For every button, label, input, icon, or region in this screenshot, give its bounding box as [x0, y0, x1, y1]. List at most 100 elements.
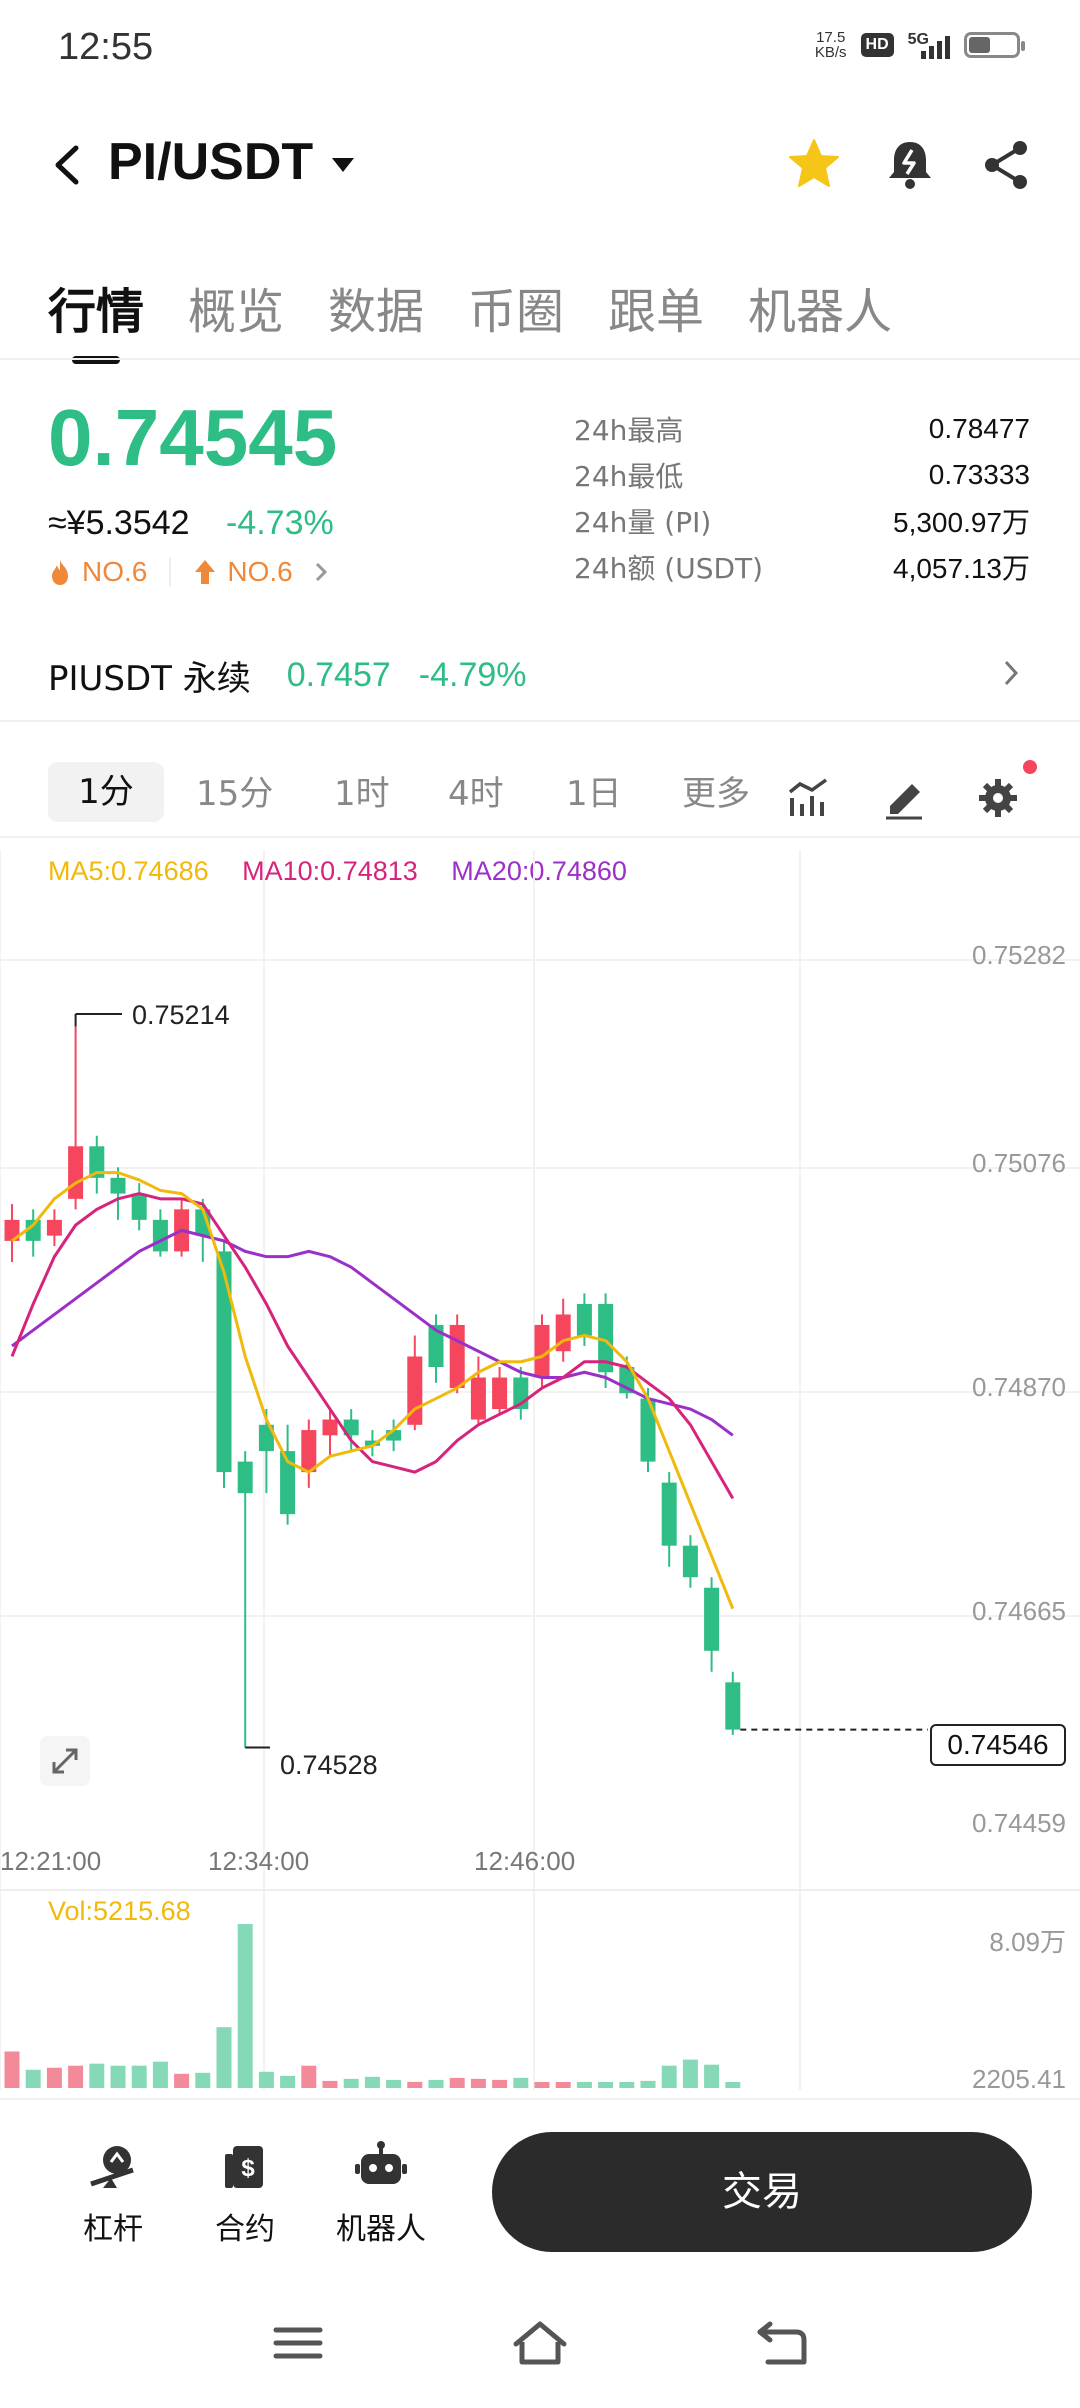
- ma20-label: MA20:0.74860: [451, 856, 627, 886]
- volume-bar: [470, 2078, 486, 2088]
- draw-tool-icon[interactable]: [882, 776, 926, 820]
- notification-dot: [1023, 760, 1037, 774]
- tab-community[interactable]: 币圈: [468, 284, 565, 340]
- perpetual-change: -4.79%: [418, 655, 527, 694]
- candle-body: [110, 1177, 126, 1194]
- time-axis-label: 12:34:00: [208, 1846, 310, 1876]
- fullscreen-expand-icon[interactable]: [40, 1736, 90, 1786]
- stat-value: 0.73333: [928, 459, 1030, 490]
- tab-overview[interactable]: 概览: [188, 284, 285, 340]
- volume-bar: [216, 2027, 232, 2088]
- home-icon[interactable]: [512, 2318, 568, 2368]
- volume-bar: [89, 2063, 105, 2088]
- volume-bar: [492, 2079, 508, 2088]
- leverage-icon: [90, 2146, 134, 2188]
- network-speed-unit: KB/s: [814, 44, 847, 61]
- robot-icon: [355, 2141, 407, 2184]
- pair-title[interactable]: PI/USDT: [108, 133, 314, 191]
- price-change: -4.73%: [226, 504, 334, 542]
- interval-1d[interactable]: 1日: [566, 774, 622, 814]
- price-axis-label: 0.75076: [972, 1148, 1066, 1178]
- fire-icon: [52, 560, 68, 585]
- divider: [0, 720, 1080, 722]
- bottom-action-bar: 杠杆 $ 合约 机器人 交易: [0, 2098, 1080, 2268]
- settings-gear-icon[interactable]: [976, 776, 1020, 820]
- active-tab-indicator: [72, 356, 120, 364]
- leverage-label: 杠杆: [83, 2212, 143, 2247]
- hot-rank: NO.6: [48, 556, 147, 588]
- rank-row[interactable]: NO.6 NO.6: [48, 556, 329, 588]
- volume-bar: [576, 2081, 592, 2088]
- ma20-line: [11, 1228, 734, 1437]
- stat-row: 24h最低 0.73333: [574, 452, 1030, 498]
- price-axis-label: 0.74870: [972, 1372, 1066, 1402]
- volume-bar: [449, 2077, 465, 2088]
- trade-button[interactable]: 交易: [492, 2132, 1032, 2252]
- status-icons: 17.5 KB/s HD 5G: [814, 30, 1025, 61]
- favorite-star-icon[interactable]: [786, 136, 842, 192]
- tab-data[interactable]: 数据: [328, 284, 425, 340]
- interval-1m[interactable]: 1分: [48, 762, 164, 822]
- chevron-right-icon: [315, 562, 327, 582]
- leverage-button[interactable]: 杠杆: [58, 2140, 168, 2248]
- candle-body: [68, 1146, 84, 1199]
- candle-body: [258, 1424, 274, 1452]
- svg-text:$: $: [241, 2155, 255, 2182]
- time-axis-label: 12:46:00: [474, 1846, 576, 1876]
- system-navigation-bar: [0, 2280, 1080, 2408]
- volume-bar: [343, 2078, 359, 2088]
- pair-dropdown-icon[interactable]: [330, 156, 356, 174]
- interval-4h[interactable]: 4时: [448, 774, 504, 814]
- share-icon[interactable]: [980, 138, 1032, 192]
- interval-more[interactable]: 更多: [682, 774, 750, 814]
- ma5-label: MA5:0.74686: [48, 856, 209, 886]
- arrow-up-icon: [195, 560, 216, 584]
- last-price: 0.74545: [48, 393, 338, 482]
- robot-button[interactable]: 机器人: [326, 2140, 436, 2248]
- candle-body: [661, 1482, 677, 1546]
- perpetual-row[interactable]: PIUSDT 永续 0.7457 -4.79%: [48, 650, 1038, 700]
- time-axis-label: 12:21:00: [0, 1846, 102, 1876]
- volume-bar: [258, 2071, 274, 2088]
- candle-body: [343, 1419, 359, 1436]
- contract-button[interactable]: $ 合约: [190, 2140, 300, 2248]
- stat-row: 24h最高 0.78477: [574, 406, 1030, 452]
- volume-bar: [25, 2069, 41, 2088]
- battery-fill: [969, 37, 990, 53]
- interval-15m[interactable]: 15分: [196, 774, 274, 814]
- volume-bar: [661, 2065, 677, 2088]
- battery-icon: [964, 32, 1025, 58]
- volume-bar: [725, 2082, 741, 2088]
- tab-robot[interactable]: 机器人: [748, 284, 893, 340]
- perpetual-name: PIUSDT 永续: [48, 658, 251, 699]
- volume-bar: [513, 2077, 529, 2088]
- menu-icon[interactable]: [270, 2318, 326, 2368]
- volume-axis-label: 8.09万: [989, 1927, 1066, 1957]
- back-nav-icon[interactable]: [754, 2318, 810, 2368]
- divider: [0, 836, 1080, 838]
- stat-row: 24h量 (PI) 5,300.97万: [574, 498, 1030, 544]
- volume-bar: [195, 2072, 211, 2088]
- candle-body: [534, 1324, 550, 1378]
- candle-body: [576, 1303, 592, 1336]
- indicator-icon[interactable]: [786, 776, 830, 820]
- tab-copy-trade[interactable]: 跟单: [608, 284, 705, 340]
- volume-bar: [682, 2059, 698, 2088]
- candle-body: [470, 1377, 486, 1420]
- volume-bar: [237, 1924, 253, 2088]
- signal-label: 5G: [907, 31, 929, 48]
- candle-body: [364, 1440, 380, 1446]
- back-icon[interactable]: [48, 142, 88, 188]
- robot-label: 机器人: [336, 2212, 426, 2247]
- tab-market[interactable]: 行情: [48, 284, 145, 340]
- alert-bell-icon[interactable]: [884, 136, 936, 192]
- candle-body: [704, 1587, 720, 1651]
- interval-1h[interactable]: 1时: [334, 774, 390, 814]
- ma-legend: MA5:0.74686 MA10:0.74813 MA20:0.74860: [48, 856, 653, 887]
- candle-body: [640, 1398, 656, 1462]
- stat-label: 24h最低: [574, 460, 684, 493]
- kline-chart[interactable]: [0, 840, 1080, 2100]
- volume-bar: [534, 2082, 550, 2088]
- candle-body: [322, 1419, 338, 1436]
- status-bar: 12:55 17.5 KB/s HD 5G: [0, 0, 1080, 100]
